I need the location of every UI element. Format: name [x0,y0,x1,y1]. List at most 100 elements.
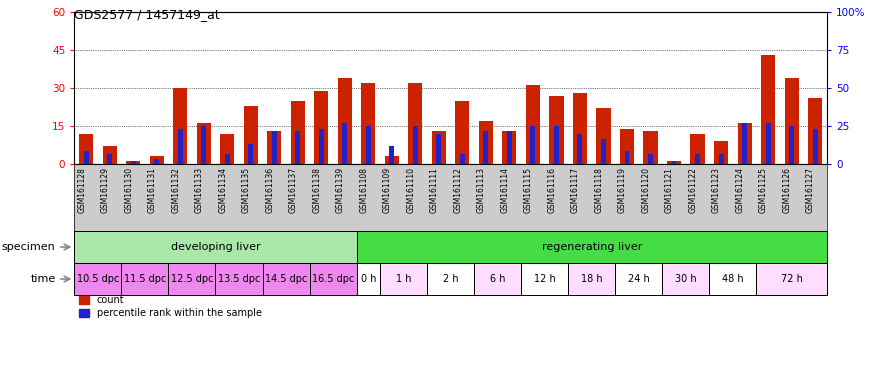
Bar [578,134,583,164]
Bar [483,131,488,164]
Bar [550,96,564,164]
Bar [601,139,606,164]
Bar [366,126,371,164]
Bar [479,121,493,164]
Bar [338,78,352,164]
Text: GSM161117: GSM161117 [571,167,580,214]
Bar [761,55,775,164]
Bar [248,144,253,164]
Bar [389,146,395,164]
Bar [522,263,568,295]
Text: GSM161125: GSM161125 [760,167,768,214]
Bar [671,161,676,164]
Text: GSM161110: GSM161110 [406,167,416,214]
Text: specimen: specimen [2,242,56,252]
Bar [437,134,441,164]
Bar [568,263,615,295]
Bar [130,161,136,164]
Bar [154,159,159,164]
Text: GSM161133: GSM161133 [195,167,204,214]
Bar [648,154,653,164]
Text: 16.5 dpc: 16.5 dpc [312,274,354,284]
Text: GSM161114: GSM161114 [500,167,509,214]
Bar [554,126,559,164]
Bar [742,124,747,164]
Bar [620,129,634,164]
Text: GSM161119: GSM161119 [618,167,627,214]
Bar [357,231,827,263]
Bar [173,88,187,164]
Bar [530,126,536,164]
Bar [197,124,211,164]
Bar [380,263,427,295]
Bar [290,101,304,164]
Bar [126,161,140,164]
Text: 14.5 dpc: 14.5 dpc [265,274,307,284]
Text: GSM161136: GSM161136 [265,167,274,214]
Text: GSM161112: GSM161112 [453,167,462,213]
Bar [361,83,375,164]
Bar [474,263,522,295]
Text: GSM161121: GSM161121 [665,167,674,213]
Text: GDS2577 / 1457149_at: GDS2577 / 1457149_at [74,8,220,21]
Bar [573,93,587,164]
Bar [756,263,827,295]
Text: GSM161131: GSM161131 [148,167,157,214]
Bar [785,78,799,164]
Bar [502,131,516,164]
Text: GSM161109: GSM161109 [383,167,392,214]
Bar [74,263,122,295]
Text: 2 h: 2 h [443,274,458,284]
Bar [432,131,446,164]
Bar [427,263,474,295]
Text: GSM161139: GSM161139 [336,167,345,214]
Bar [79,134,94,164]
Text: GSM161124: GSM161124 [736,167,745,214]
Bar [718,154,724,164]
Text: GSM161132: GSM161132 [172,167,180,214]
Bar [102,146,116,164]
Text: regenerating liver: regenerating liver [542,242,642,252]
Text: GSM161137: GSM161137 [289,167,298,214]
Bar [667,161,681,164]
Bar [766,124,771,164]
Bar [738,124,752,164]
Bar [710,263,756,295]
Bar [625,151,629,164]
Bar [385,156,399,164]
Bar [262,263,310,295]
Text: 6 h: 6 h [490,274,506,284]
Bar [413,126,418,164]
Bar [168,263,215,295]
Text: GSM161108: GSM161108 [360,167,368,214]
Text: 10.5 dpc: 10.5 dpc [77,274,119,284]
Bar [178,129,183,164]
Bar [597,108,611,164]
Bar [272,131,276,164]
Text: 13.5 dpc: 13.5 dpc [218,274,260,284]
Bar [455,101,470,164]
Bar [409,83,423,164]
Text: GSM161123: GSM161123 [712,167,721,214]
Bar [84,151,88,164]
Bar [789,126,794,164]
Bar [122,263,168,295]
Bar [107,154,112,164]
Text: 24 h: 24 h [628,274,649,284]
Text: GSM161134: GSM161134 [218,167,228,214]
Bar [342,124,347,164]
Text: GSM161115: GSM161115 [524,167,533,214]
Text: GSM161135: GSM161135 [242,167,251,214]
Text: GSM161116: GSM161116 [548,167,556,214]
Text: GSM161126: GSM161126 [782,167,792,214]
Text: GSM161129: GSM161129 [101,167,109,214]
Text: GSM161120: GSM161120 [641,167,650,214]
Text: time: time [31,274,56,284]
Bar [295,131,300,164]
Bar [507,131,512,164]
Bar [314,91,328,164]
Text: 1 h: 1 h [396,274,411,284]
Text: 12.5 dpc: 12.5 dpc [171,274,214,284]
Legend: count, percentile rank within the sample: count, percentile rank within the sample [80,295,262,318]
Text: GSM161111: GSM161111 [430,167,439,213]
